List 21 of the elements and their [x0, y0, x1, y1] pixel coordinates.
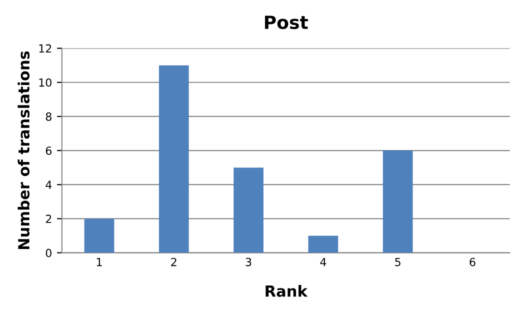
y-tick-label: 6	[46, 146, 52, 155]
y-tick-label: 2	[46, 214, 52, 223]
x-tick-label: 5	[395, 258, 400, 266]
y-axis-title: Number of translations	[18, 51, 30, 250]
y-tick-label: 0	[46, 248, 52, 258]
y-tick-label: 4	[46, 180, 52, 189]
y-tick-label: 12	[39, 44, 52, 53]
x-tick-label: 4	[320, 258, 326, 266]
y-tick-label: 10	[39, 78, 52, 87]
x-axis-title: Rank	[266, 285, 308, 297]
x-tick-label: 6	[470, 258, 476, 266]
y-tick-label: 8	[46, 112, 52, 121]
bar	[234, 168, 264, 253]
bar	[158, 65, 189, 253]
bar	[382, 150, 413, 253]
x-tick-label: 1	[96, 258, 102, 266]
x-tick-label: 2	[171, 258, 176, 266]
chart-title: Post	[265, 16, 308, 30]
x-tick-label: 3	[246, 258, 252, 266]
bar	[84, 218, 114, 253]
bar	[308, 236, 338, 253]
